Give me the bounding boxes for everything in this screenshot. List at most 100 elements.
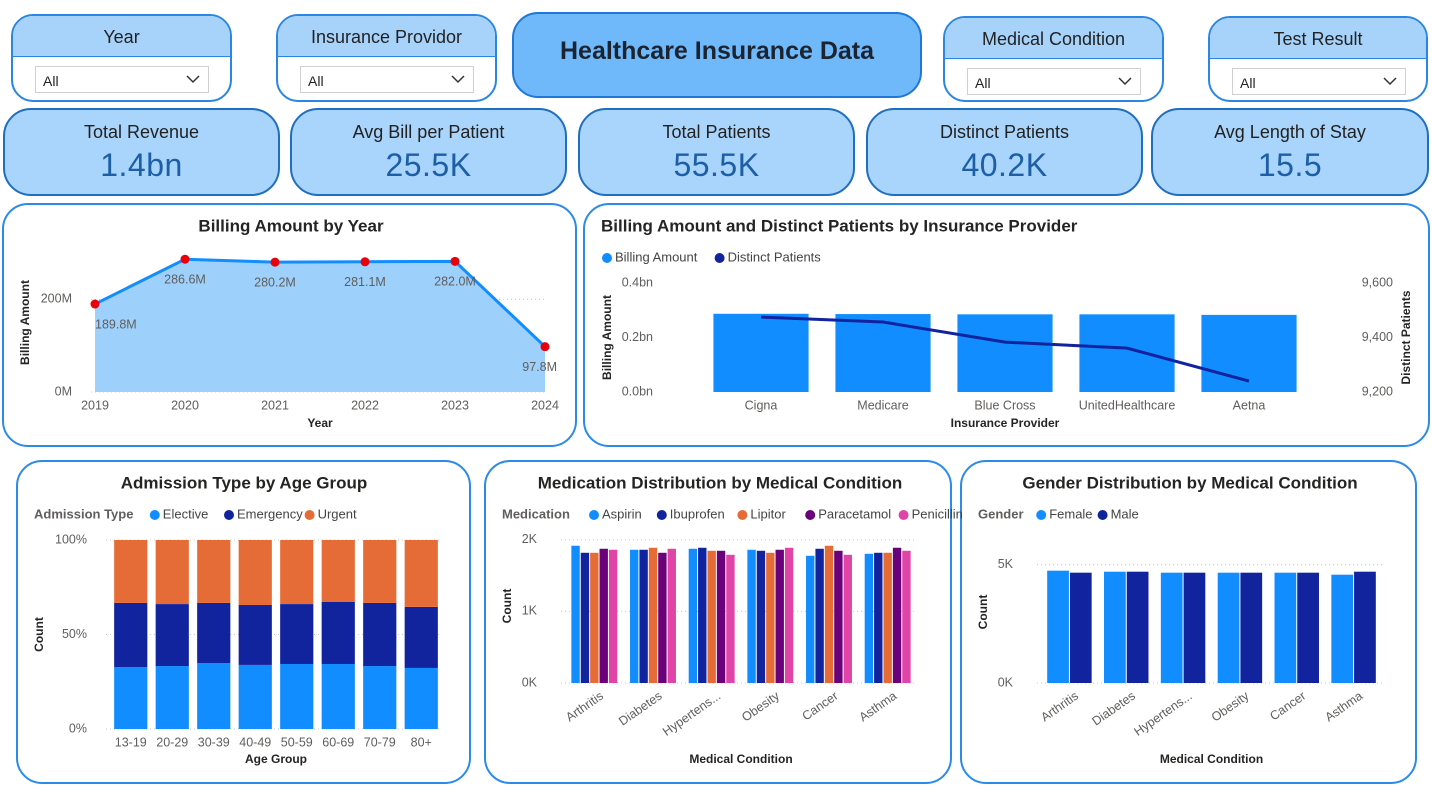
chart-title: Admission Type by Age Group (121, 473, 368, 492)
bar (824, 545, 834, 683)
legend-label: Aspirin (602, 506, 642, 521)
y2-tick-label: 9,400 (1362, 330, 1393, 344)
x-tick-label: 40-49 (239, 735, 271, 749)
y2-axis-title: Distinct Patients (1399, 290, 1413, 384)
bar (1126, 571, 1149, 683)
legend-marker (714, 253, 725, 263)
bar (815, 548, 824, 683)
bar-segment (197, 540, 231, 603)
x-tick-label: Blue Cross (974, 398, 1035, 412)
filter-label: Test Result (1210, 18, 1426, 59)
y-tick-label: 0K (998, 675, 1014, 689)
legend-label: Urgent (318, 506, 357, 521)
bar (1079, 314, 1175, 392)
y-tick-label: 0.2bn (622, 330, 653, 344)
dropdown[interactable]: All (35, 66, 209, 93)
x-tick-label: 70-79 (364, 735, 396, 749)
bar (630, 549, 639, 683)
y-tick-label: 0.4bn (622, 275, 653, 289)
data-label: 97.8M (522, 360, 557, 374)
filter-test-result: Test Result All (1208, 16, 1428, 102)
bar-segment (114, 540, 148, 603)
x-tick-label: 2023 (441, 398, 469, 412)
x-tick-label: Cigna (745, 398, 778, 412)
bar (892, 547, 902, 683)
data-label: 282.0M (434, 275, 476, 289)
legend-marker (805, 510, 816, 520)
y2-tick-label: 9,600 (1362, 275, 1393, 289)
dropdown[interactable]: All (1232, 68, 1406, 95)
bar (713, 313, 809, 392)
y-tick-label: 200M (41, 292, 72, 306)
x-axis-title: Insurance Provider (951, 416, 1060, 430)
bar-segment (321, 601, 355, 664)
kpi-card: Total Patients 55.5K (578, 108, 855, 196)
y-axis-title: Billing Amount (18, 280, 32, 365)
bar-segment (404, 667, 438, 729)
bar (747, 549, 756, 683)
bar-segment (238, 540, 272, 606)
bar-segment (280, 540, 314, 605)
chart-title: Billing Amount by Year (198, 216, 384, 235)
bar (571, 545, 580, 683)
y-tick-label: 5K (998, 557, 1014, 571)
bar (590, 552, 599, 683)
bar (698, 547, 707, 683)
bar (843, 554, 852, 683)
kpi-card: Avg Length of Stay 15.5 (1151, 108, 1429, 196)
kpi-card: Total Revenue 1.4bn (3, 108, 280, 196)
kpi-label: Distinct Patients (939, 122, 1070, 142)
x-tick-label: 80+ (411, 735, 432, 749)
dropdown-value: All (308, 73, 324, 89)
x-tick-label: 30-39 (198, 735, 230, 749)
x-tick-label: Aetna (1233, 398, 1266, 412)
bar (864, 553, 874, 683)
legend-marker (737, 510, 748, 520)
legend-marker (656, 510, 667, 520)
bar-segment (238, 605, 272, 665)
bar (667, 548, 676, 683)
data-label: 189.8M (95, 317, 137, 331)
bar-segment (155, 540, 189, 605)
chart-title: Medication Distribution by Medical Condi… (538, 473, 903, 492)
dropdown[interactable]: All (967, 68, 1141, 95)
bar-segment (321, 540, 355, 602)
legend-marker (149, 510, 160, 520)
x-tick-label: Medicare (857, 398, 908, 412)
legend-label: Male (1111, 506, 1139, 521)
bar-segment (238, 664, 272, 729)
y-tick-label: 100% (55, 532, 87, 546)
legend-label: Penicillin (912, 506, 963, 521)
bar-segment (197, 663, 231, 729)
filter-provider: Insurance Providor All (276, 14, 497, 102)
bar (726, 554, 735, 683)
bar (599, 548, 608, 683)
x-tick-label: 2022 (351, 398, 379, 412)
kpi-value: 15.5 (1257, 147, 1323, 183)
bar-segment (363, 602, 397, 667)
legend-label: Lipitor (750, 506, 786, 521)
bar (580, 552, 590, 683)
x-axis-title: Medical Condition (689, 752, 792, 766)
kpi-value: 40.2K (961, 147, 1048, 183)
bar-segment (280, 604, 314, 664)
bar (639, 549, 648, 683)
dropdown-value: All (43, 73, 59, 89)
legend-marker (898, 510, 909, 520)
dropdown[interactable]: All (300, 66, 474, 93)
chart-title: Billing Amount and Distinct Patients by … (601, 216, 1078, 235)
x-axis-title: Age Group (245, 752, 307, 766)
y-tick-label: 1K (522, 604, 538, 618)
bar (835, 314, 931, 392)
bar-segment (114, 667, 148, 729)
bar-segment (321, 663, 355, 729)
legend-label: Emergency (237, 506, 303, 521)
kpi-label: Avg Length of Stay (1214, 122, 1366, 142)
kpi-value: 55.5K (673, 147, 760, 183)
y2-tick-label: 9,200 (1362, 384, 1393, 398)
bar-segment (404, 540, 438, 607)
bar (1201, 314, 1297, 392)
line (760, 315, 1250, 383)
bar (834, 550, 843, 683)
